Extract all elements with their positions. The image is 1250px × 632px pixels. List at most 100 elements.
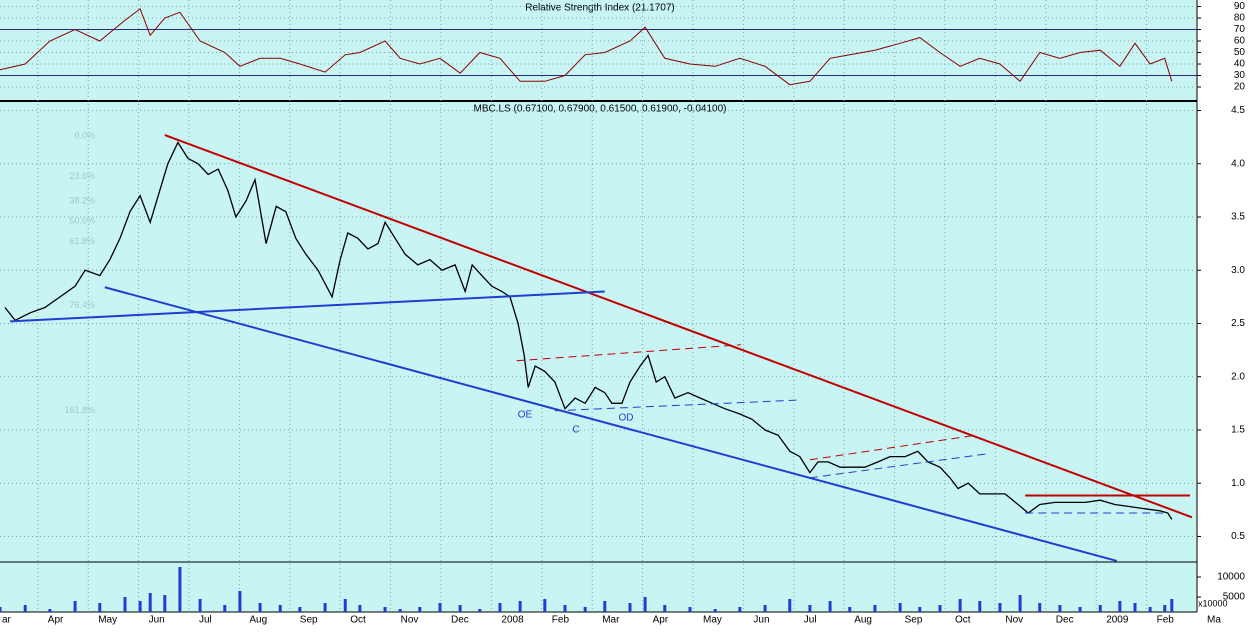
volume-bar bbox=[998, 603, 1002, 612]
volume-bar bbox=[688, 607, 692, 612]
volume-bar bbox=[343, 599, 347, 612]
y-tick-label: 0.5 bbox=[1231, 531, 1245, 542]
trend-line bbox=[104, 286, 1118, 562]
volume-bar bbox=[563, 605, 567, 612]
x-tick-label: Dec bbox=[451, 615, 469, 626]
volume-bar bbox=[198, 599, 202, 612]
volume-bar bbox=[898, 603, 902, 612]
volume-bar bbox=[763, 605, 767, 612]
x-tick-label: Dec bbox=[1056, 615, 1074, 626]
volume-bar bbox=[873, 605, 877, 612]
fib-label: 61.8% bbox=[69, 236, 95, 246]
x-tick-label: Aug bbox=[249, 615, 267, 626]
volume-bar bbox=[0, 607, 2, 612]
y-tick-label: 90 bbox=[1234, 1, 1246, 12]
x-tick-label: Aug bbox=[854, 615, 872, 626]
volume-bar bbox=[178, 567, 182, 612]
volume-bar bbox=[98, 603, 102, 612]
trend-line bbox=[809, 452, 991, 479]
y-tick-label: 4.5 bbox=[1231, 105, 1245, 116]
annotation: OE bbox=[518, 410, 533, 421]
x-tick-label: 2008 bbox=[501, 615, 524, 626]
volume-bar bbox=[138, 601, 142, 612]
volume-bar bbox=[1018, 595, 1022, 612]
trend-line bbox=[809, 434, 976, 461]
volume-bar bbox=[1118, 601, 1122, 612]
x-tick-label: May bbox=[703, 615, 722, 626]
fib-label: 0.0% bbox=[74, 130, 95, 140]
y-tick-label: 1.0 bbox=[1231, 478, 1245, 489]
y-tick-label: 70 bbox=[1234, 24, 1246, 35]
volume-unit: x10000 bbox=[1198, 598, 1228, 608]
volume-bar bbox=[738, 607, 742, 612]
y-tick-label: 1.5 bbox=[1231, 425, 1245, 436]
volume-bar bbox=[478, 609, 482, 612]
annotation: C bbox=[572, 425, 579, 436]
volume-bar bbox=[358, 605, 362, 612]
volume-bar bbox=[458, 605, 462, 612]
volume-bar bbox=[258, 603, 262, 612]
volume-bar bbox=[1133, 603, 1137, 612]
volume-bar bbox=[383, 607, 387, 612]
price-title: MBC.LS (0.67100, 0.67900, 0.61500, 0.619… bbox=[474, 104, 727, 115]
y-tick-label: 80 bbox=[1234, 13, 1246, 24]
y-tick-label: 10000 bbox=[1217, 572, 1245, 583]
x-tick-label: May bbox=[98, 615, 117, 626]
volume-bar bbox=[1098, 605, 1102, 612]
x-tick-label: Apr bbox=[48, 615, 64, 626]
volume-bar bbox=[978, 601, 982, 612]
y-tick-label: 20 bbox=[1234, 82, 1246, 93]
x-tick-label: Sep bbox=[905, 615, 923, 626]
trend-line bbox=[10, 290, 605, 323]
y-tick-label: 2.5 bbox=[1231, 318, 1245, 329]
x-tick-label: Ma bbox=[1207, 615, 1221, 626]
volume-bar bbox=[713, 609, 717, 612]
trend-line bbox=[164, 134, 1193, 519]
x-tick-label: Jun bbox=[753, 615, 769, 626]
volume-bar bbox=[543, 599, 547, 612]
annotation: OD bbox=[619, 413, 634, 424]
volume-bar bbox=[1058, 605, 1062, 612]
volume-bar bbox=[498, 603, 502, 612]
volume-bar bbox=[1148, 607, 1152, 612]
x-tick-label: Oct bbox=[955, 615, 971, 626]
volume-bar bbox=[663, 605, 667, 612]
fib-label: 23.6% bbox=[69, 171, 95, 181]
volume-bar bbox=[1078, 607, 1082, 612]
y-tick-label: 4.0 bbox=[1231, 158, 1245, 169]
volume-bar bbox=[238, 591, 242, 612]
fib-label: 50.0% bbox=[69, 216, 95, 226]
volume-bar bbox=[828, 601, 832, 612]
volume-bar bbox=[23, 605, 27, 612]
x-tick-label: Nov bbox=[1005, 615, 1023, 626]
x-tick-label: Apr bbox=[653, 615, 669, 626]
volume-bar bbox=[418, 607, 422, 612]
fib-label: 161.8% bbox=[64, 405, 95, 415]
x-tick-label: Feb bbox=[552, 615, 570, 626]
volume-bar bbox=[938, 605, 942, 612]
x-axis-background bbox=[0, 612, 1197, 627]
x-tick-label: Sep bbox=[300, 615, 318, 626]
volume-bar bbox=[1170, 599, 1174, 612]
volume-bar bbox=[1163, 605, 1167, 612]
x-tick-label: ar bbox=[2, 615, 12, 626]
y-tick-label: 2.0 bbox=[1231, 371, 1245, 382]
volume-bar bbox=[958, 599, 962, 612]
rsi-title: Relative Strength Index (21.1707) bbox=[525, 3, 675, 14]
price-line bbox=[0, 8, 1173, 86]
y-tick-label: 3.5 bbox=[1231, 212, 1245, 223]
y-tick-label: 3.0 bbox=[1231, 265, 1245, 276]
y-tick-label: 60 bbox=[1234, 36, 1246, 47]
volume-bar bbox=[163, 595, 167, 612]
price-line bbox=[4, 141, 1173, 520]
y-tick-label: 40 bbox=[1234, 59, 1246, 70]
fib-label: 76.4% bbox=[69, 300, 95, 310]
trend-line bbox=[516, 344, 741, 362]
volume-bar bbox=[48, 609, 52, 612]
axis-background bbox=[1197, 0, 1250, 627]
x-tick-label: Feb bbox=[1157, 615, 1175, 626]
volume-bar bbox=[603, 601, 607, 612]
volume-bar bbox=[1038, 603, 1042, 612]
volume-bar bbox=[223, 605, 227, 612]
